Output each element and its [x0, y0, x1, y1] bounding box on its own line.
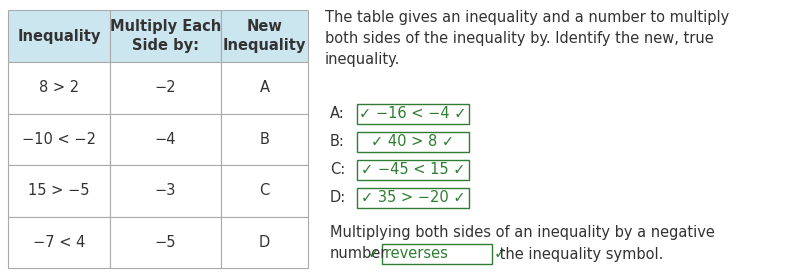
Text: −2: −2 — [154, 80, 176, 95]
Text: ✓ reverses          ✓: ✓ reverses ✓ — [368, 246, 506, 261]
Text: 8 > 2: 8 > 2 — [39, 80, 79, 95]
Bar — [110, 113, 221, 165]
Bar — [357, 188, 469, 208]
Bar — [221, 62, 308, 113]
Text: −10 < −2: −10 < −2 — [22, 132, 96, 147]
Text: D:: D: — [330, 190, 346, 206]
Text: C:: C: — [330, 162, 346, 178]
Bar — [110, 10, 221, 62]
Text: ✓ 35 > −20 ✓: ✓ 35 > −20 ✓ — [361, 190, 466, 206]
Text: ✓ −16 < −4 ✓: ✓ −16 < −4 ✓ — [359, 107, 466, 122]
Text: −7 < 4: −7 < 4 — [33, 235, 85, 250]
Text: The table gives an inequality and a number to multiply
both sides of the inequal: The table gives an inequality and a numb… — [325, 10, 730, 67]
Bar — [357, 132, 469, 152]
Bar — [110, 165, 221, 217]
Text: −3: −3 — [155, 183, 176, 198]
Text: C: C — [259, 183, 270, 198]
Bar — [357, 104, 469, 124]
Text: Multiplying both sides of an inequality by a negative: Multiplying both sides of an inequality … — [330, 224, 715, 240]
Bar — [8, 62, 110, 113]
Text: B: B — [259, 132, 270, 147]
Text: ✓ −45 < 15 ✓: ✓ −45 < 15 ✓ — [361, 162, 466, 178]
Text: number: number — [330, 246, 387, 261]
Text: Multiply Each
Side by:: Multiply Each Side by: — [110, 19, 221, 53]
Text: New
Inequality: New Inequality — [223, 19, 306, 53]
Bar — [221, 217, 308, 268]
Bar — [110, 217, 221, 268]
Bar — [221, 165, 308, 217]
Bar — [8, 217, 110, 268]
Bar — [8, 165, 110, 217]
Text: Inequality: Inequality — [18, 29, 101, 44]
Bar — [221, 10, 308, 62]
Bar — [8, 113, 110, 165]
Bar — [221, 113, 308, 165]
Text: A:: A: — [330, 107, 345, 122]
Text: 15 > −5: 15 > −5 — [28, 183, 90, 198]
Bar — [382, 244, 492, 264]
Text: A: A — [259, 80, 270, 95]
Bar — [8, 10, 110, 62]
Bar — [357, 160, 469, 180]
Text: −5: −5 — [154, 235, 176, 250]
Text: the inequality symbol.: the inequality symbol. — [495, 246, 663, 261]
Text: D: D — [259, 235, 270, 250]
Text: B:: B: — [330, 134, 345, 150]
Bar — [110, 62, 221, 113]
Text: −4: −4 — [154, 132, 176, 147]
Text: ✓ 40 > 8 ✓: ✓ 40 > 8 ✓ — [371, 134, 454, 150]
